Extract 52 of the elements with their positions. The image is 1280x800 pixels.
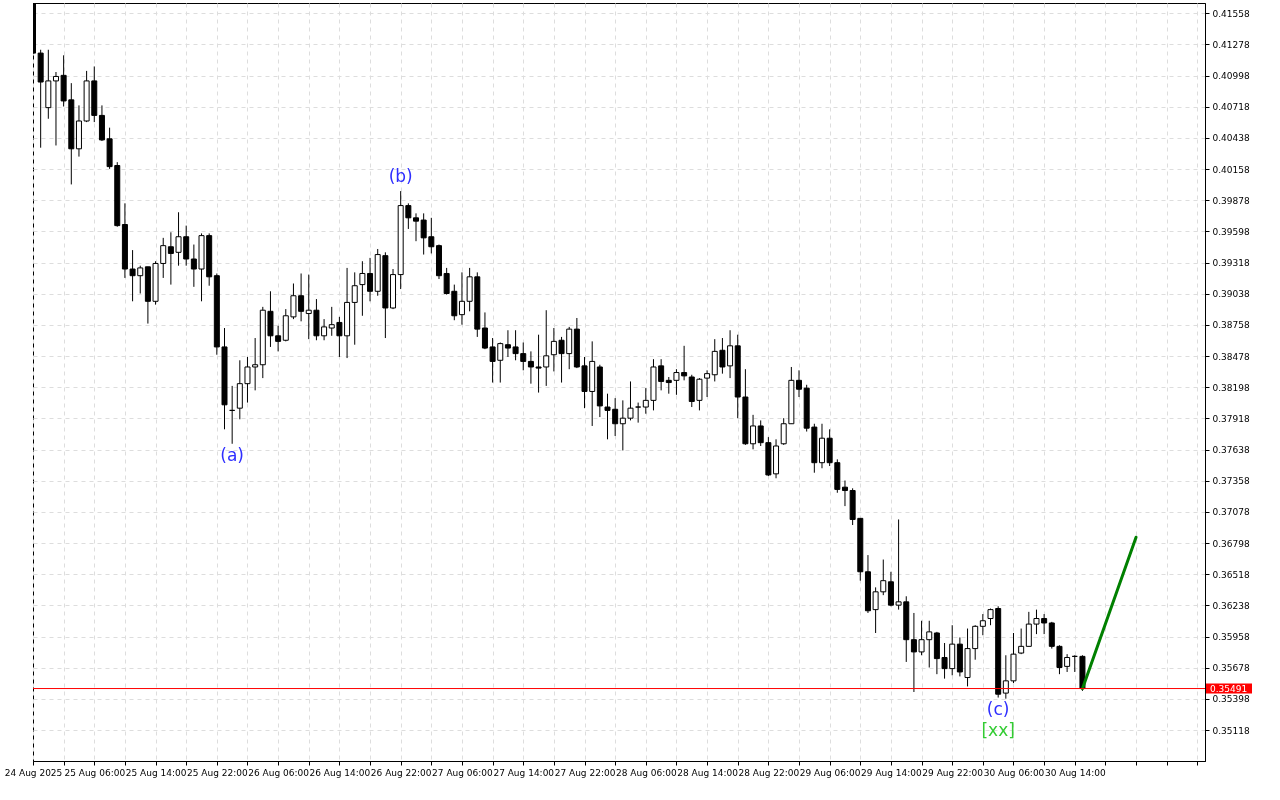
x-tick-label: 25 Aug 14:00 — [125, 767, 187, 778]
annotation: (b) — [388, 166, 413, 187]
x-tick-label: 28 Aug 06:00 — [615, 767, 677, 778]
y-tick-label: 0.35118 — [1212, 725, 1250, 736]
y-tick-label: 0.36238 — [1212, 600, 1250, 611]
y-tick-label: 0.37078 — [1212, 507, 1250, 518]
y-tick-label: 0.35958 — [1212, 632, 1250, 643]
y-tick-label: 0.35678 — [1212, 663, 1250, 674]
y-tick-label: 0.38758 — [1212, 320, 1250, 331]
y-tick-label: 0.41558 — [1212, 8, 1250, 19]
y-tick-label: 0.37358 — [1212, 476, 1250, 487]
y-tick-label: 0.39038 — [1212, 289, 1250, 300]
annotation: (c) — [986, 698, 1010, 719]
ref-line-label: 0.35491 — [1210, 683, 1248, 694]
y-tick-label: 0.39598 — [1212, 226, 1250, 237]
annotation: (a) — [220, 444, 245, 465]
x-tick-label: 28 Aug 22:00 — [738, 767, 800, 778]
x-tick-label: 26 Aug 22:00 — [370, 767, 432, 778]
y-tick-label: 0.38478 — [1212, 351, 1250, 362]
y-tick-label: 0.40158 — [1212, 164, 1250, 175]
x-tick-label: 25 Aug 22:00 — [187, 767, 248, 778]
x-tick-label: 26 Aug 14:00 — [309, 767, 371, 778]
x-tick-label: 29 Aug 22:00 — [922, 767, 984, 778]
candlestick — [979, 613, 986, 636]
y-tick-label: 0.40718 — [1212, 102, 1250, 113]
x-tick-label: 27 Aug 14:00 — [493, 767, 555, 778]
x-tick-label: 30 Aug 14:00 — [1044, 767, 1106, 778]
x-tick-label: 25 Aug 06:00 — [64, 767, 126, 778]
y-tick-label: 0.39318 — [1212, 258, 1250, 269]
x-tick-label: 30 Aug 06:00 — [983, 767, 1045, 778]
x-tick-label: 26 Aug 06:00 — [248, 767, 310, 778]
y-tick-label: 0.40998 — [1212, 71, 1250, 82]
y-tick-label: 0.36518 — [1212, 569, 1250, 580]
candlestick — [351, 271, 358, 346]
x-tick-label: 29 Aug 06:00 — [799, 767, 861, 778]
candlestick — [635, 402, 642, 424]
candlestick — [704, 369, 711, 398]
y-tick-label: 0.35398 — [1212, 694, 1250, 705]
annotation: [xx] — [981, 719, 1015, 740]
y-tick-label: 0.36798 — [1212, 538, 1250, 549]
y-tick-label: 0.41278 — [1212, 39, 1250, 50]
x-tick-label: 27 Aug 06:00 — [432, 767, 494, 778]
candlestick — [413, 212, 420, 242]
y-tick-label: 0.37638 — [1212, 445, 1250, 456]
x-tick-label: 29 Aug 14:00 — [861, 767, 923, 778]
y-tick-label: 0.39878 — [1212, 195, 1250, 206]
x-tick-label: 28 Aug 14:00 — [677, 767, 739, 778]
x-tick-label: 24 Aug 2025 — [4, 767, 63, 778]
y-tick-label: 0.37918 — [1212, 413, 1250, 424]
y-tick-label: 0.40438 — [1212, 133, 1250, 144]
y-tick-label: 0.38198 — [1212, 382, 1250, 393]
x-tick-label: 27 Aug 22:00 — [554, 767, 616, 778]
